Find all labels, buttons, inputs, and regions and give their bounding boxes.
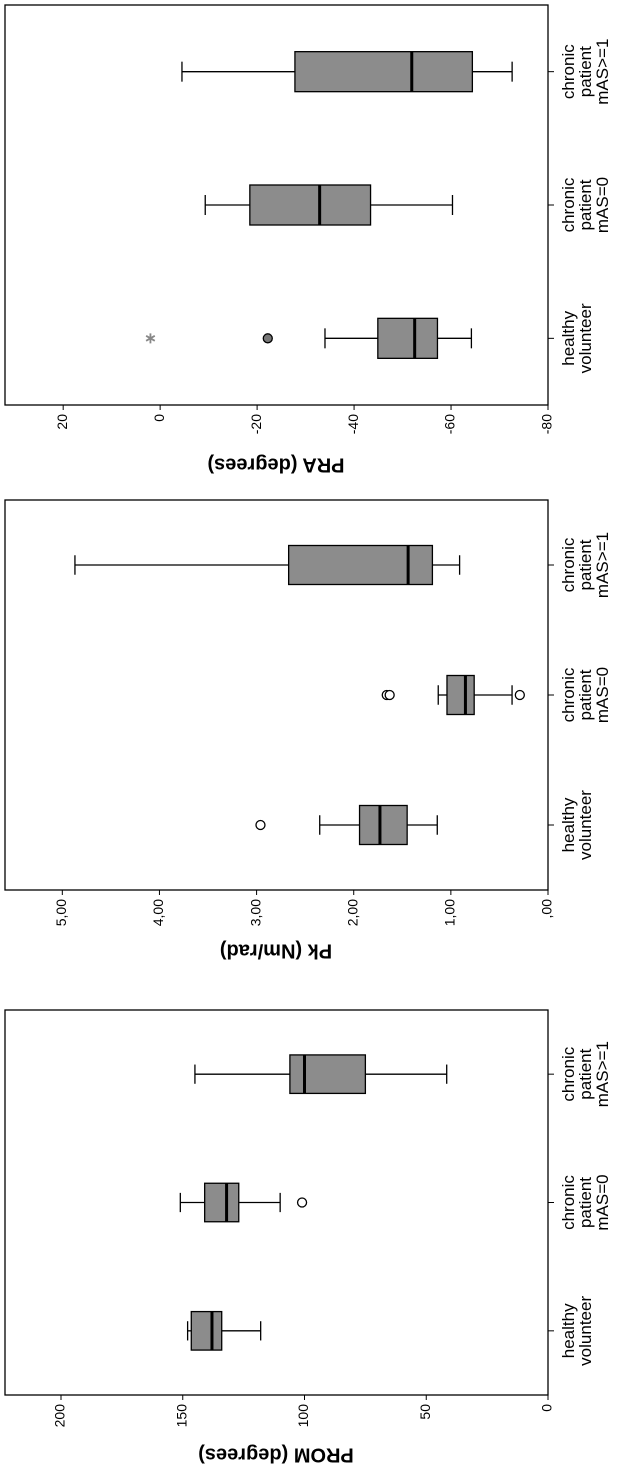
y-tick-label: 100 <box>295 1404 311 1428</box>
box <box>294 51 474 93</box>
y-tick-label: ,00 <box>539 899 555 919</box>
box <box>289 1054 367 1095</box>
box <box>190 1310 223 1351</box>
y-tick-label: 1,00 <box>442 899 458 926</box>
box <box>358 804 408 846</box>
y-tick-label: 20 <box>54 414 70 430</box>
x-tick-label: healthyvolunteer <box>559 790 595 860</box>
y-tick-label: 4,00 <box>150 899 166 926</box>
box <box>377 317 439 359</box>
outlier <box>255 819 266 831</box>
x-tick-label: chronicpatientmAS>=1 <box>559 39 612 105</box>
y-axis-label: PROM (degrees) <box>198 1444 354 1466</box>
box <box>287 544 434 586</box>
outlier <box>384 689 395 701</box>
y-tick-label: 3,00 <box>247 899 263 926</box>
x-tick-label: chronicpatientmAS>=1 <box>559 1041 612 1107</box>
y-tick-label: 50 <box>417 1404 433 1420</box>
outlier <box>262 333 273 344</box>
y-tick-label: 150 <box>173 1404 189 1428</box>
x-tick-label: chronicpatientmAS>=1 <box>559 532 612 598</box>
y-tick-label: 2,00 <box>344 899 360 926</box>
y-tick-label: 0 <box>151 414 167 422</box>
y-axis-label: Pk (Nm/rad) <box>220 940 332 962</box>
x-tick-label: chronicpatientmAS=0 <box>559 1174 612 1230</box>
x-tick-label: chronicpatientmAS=0 <box>559 667 612 723</box>
y-tick-label: -40 <box>345 414 361 434</box>
y-tick-label: -60 <box>442 414 458 434</box>
y-tick-label: -20 <box>248 414 264 434</box>
box <box>446 674 475 716</box>
y-tick-label: 5,00 <box>53 899 69 926</box>
outlier <box>514 689 525 701</box>
x-tick-label: healthyvolunteer <box>559 1296 595 1366</box>
y-tick-label: -80 <box>539 414 555 434</box>
x-tick-label: healthyvolunteer <box>559 303 595 373</box>
y-axis-label: PRA (degrees) <box>207 454 344 476</box>
outlier <box>296 1197 308 1208</box>
box <box>249 184 372 226</box>
box <box>204 1182 240 1223</box>
x-tick-label: chronicpatientmAS=0 <box>559 177 612 233</box>
extreme <box>145 333 156 344</box>
y-tick-label: 200 <box>52 1404 68 1428</box>
y-tick-label: 0 <box>539 1404 555 1412</box>
